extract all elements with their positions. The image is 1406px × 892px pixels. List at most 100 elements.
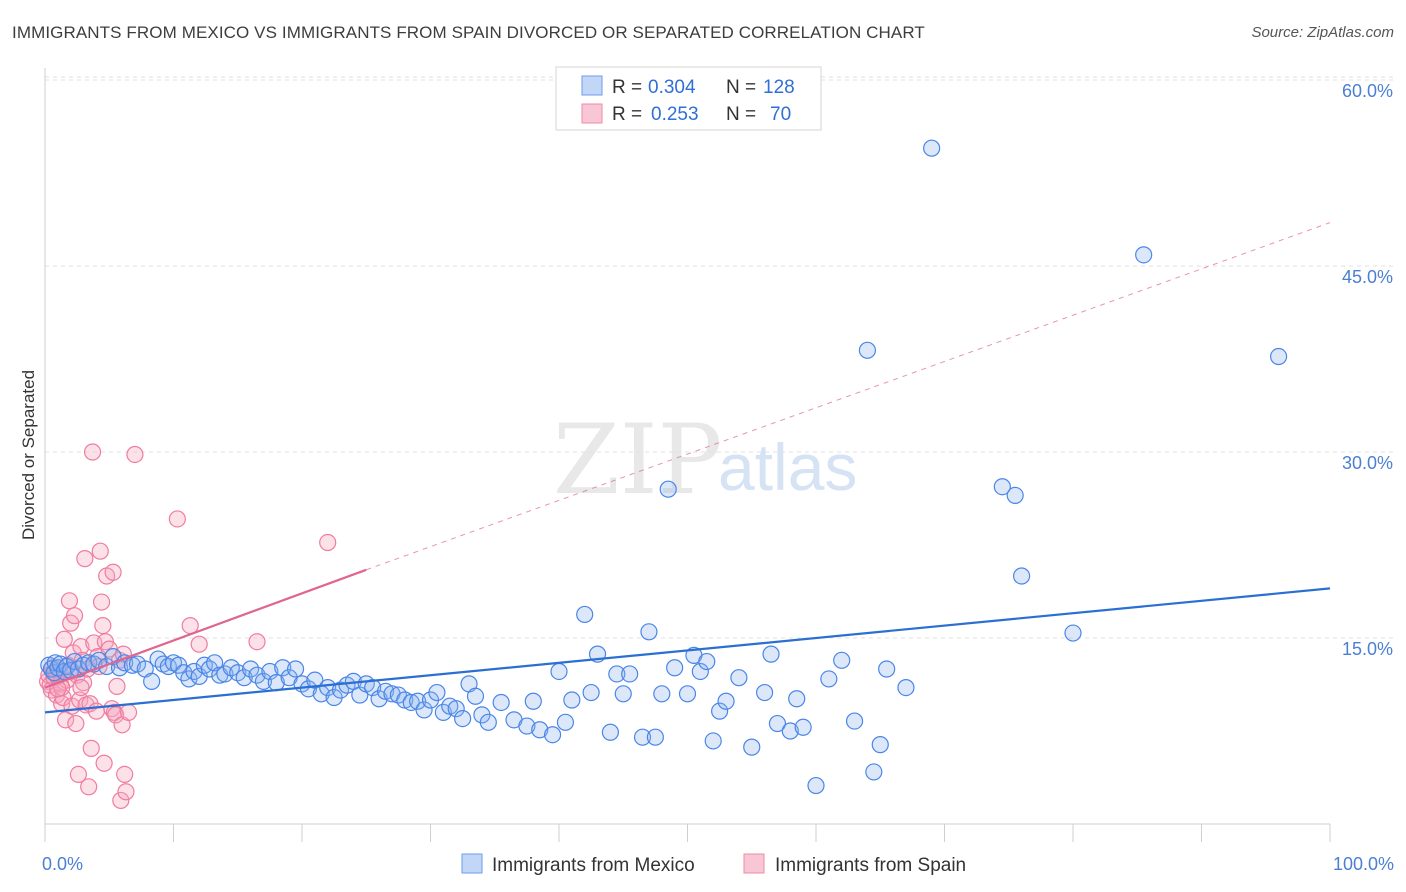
mexico-point-73 xyxy=(454,709,472,728)
mexico-point-110 xyxy=(762,645,780,663)
mexico-point-42 xyxy=(254,672,273,691)
mexico-point-117 xyxy=(833,651,851,669)
spain-point-13 xyxy=(55,630,73,648)
spain-point-37 xyxy=(87,702,106,720)
spain-point-26 xyxy=(72,638,90,656)
mexico-point-113 xyxy=(788,690,806,708)
mexico-point-103 xyxy=(698,652,716,671)
mexico-point-96 xyxy=(646,728,664,746)
watermark-zip: ZIP xyxy=(553,404,722,516)
y-tick-label-60: 60.0% xyxy=(1342,81,1393,101)
mexico-point-45 xyxy=(274,659,292,677)
mexico-point-67 xyxy=(415,701,433,719)
mexico-point-39 xyxy=(235,669,253,687)
trend-lines xyxy=(44,222,1331,714)
legend-n-label-mexico: N = xyxy=(726,77,756,98)
mexico-trend-line xyxy=(44,587,1331,714)
mexico-point-66 xyxy=(409,692,427,710)
spain-point-42 xyxy=(94,616,112,635)
mexico-point-40 xyxy=(242,660,260,678)
spain-point-43 xyxy=(95,754,113,772)
mexico-point-118 xyxy=(845,712,864,730)
mexico-point-47 xyxy=(286,660,305,678)
mexico-point-124 xyxy=(923,139,941,157)
y-tick-label-45: 45.0% xyxy=(1342,267,1393,287)
mexico-point-108 xyxy=(743,738,761,756)
mexico-point-52 xyxy=(319,678,337,697)
spain-point-24 xyxy=(69,765,88,784)
chart-source: Source: ZipAtlas.com xyxy=(1251,24,1394,41)
mexico-point-85 xyxy=(556,713,575,731)
x-tick-label-100: 100.0% xyxy=(1333,854,1394,874)
mexico-point-119 xyxy=(858,341,877,359)
mexico-point-114 xyxy=(794,718,812,736)
spain-point-35 xyxy=(83,443,102,461)
mexico-point-83 xyxy=(543,726,562,744)
mexico-point-70 xyxy=(434,703,452,722)
mexico-point-95 xyxy=(640,623,658,641)
mexico-point-92 xyxy=(614,685,632,703)
tick-labels: 15.0% 30.0% 45.0% 60.0% 0.0% 100.0% xyxy=(42,81,1394,874)
y-tick-label-15: 15.0% xyxy=(1342,639,1393,659)
mexico-point-98 xyxy=(659,480,677,498)
mexico-points xyxy=(40,139,1288,795)
mexico-point-120 xyxy=(865,763,883,781)
mexico-point-102 xyxy=(691,662,709,681)
mexico-point-81 xyxy=(524,692,542,710)
legend-swatch-spain xyxy=(581,103,603,124)
spain-point-32 xyxy=(80,778,98,796)
mexico-point-86 xyxy=(563,691,581,709)
mexico-point-84 xyxy=(550,662,568,681)
spain-point-29 xyxy=(76,550,94,568)
mexico-point-125 xyxy=(993,478,1011,496)
legend-r-label-spain: R = xyxy=(612,104,642,125)
mexico-point-129 xyxy=(1135,246,1153,264)
mexico-point-78 xyxy=(492,693,510,712)
mexico-point-106 xyxy=(717,692,735,710)
mexico-point-87 xyxy=(576,605,594,624)
mexico-point-90 xyxy=(601,723,620,741)
spain-point-40 xyxy=(91,542,109,560)
mexico-point-107 xyxy=(730,669,748,687)
mexico-point-80 xyxy=(518,717,536,735)
spain-point-57 xyxy=(117,783,135,801)
spain-point-60 xyxy=(168,510,186,528)
mexico-point-36 xyxy=(216,665,234,683)
mexico-point-121 xyxy=(871,736,889,754)
spain-point-63 xyxy=(248,633,266,651)
spain-point-62 xyxy=(190,635,208,653)
mexico-point-122 xyxy=(878,660,896,678)
mexico-point-115 xyxy=(807,776,825,795)
spain-point-50 xyxy=(107,706,125,724)
spain-trend-line-dashed xyxy=(366,222,1331,571)
mexico-point-65 xyxy=(402,693,420,712)
bottom-legend-swatch-spain xyxy=(743,853,765,874)
bottom-legend-label-mexico: Immigrants from Mexico xyxy=(492,855,695,876)
mexico-point-72 xyxy=(447,700,465,718)
mexico-point-123 xyxy=(897,678,915,697)
mexico-point-111 xyxy=(768,714,787,733)
mexico-point-127 xyxy=(1012,567,1031,585)
spain-points xyxy=(38,443,337,810)
spain-point-17 xyxy=(60,592,79,610)
axes xyxy=(44,68,1331,842)
legend-n-label-spain: N = xyxy=(726,104,756,125)
mexico-point-130 xyxy=(1269,347,1288,366)
spain-point-21 xyxy=(65,607,84,625)
mexico-point-94 xyxy=(633,728,652,746)
mexico-point-126 xyxy=(1006,486,1024,504)
mexico-point-75 xyxy=(466,687,485,705)
mexico-point-82 xyxy=(531,721,549,739)
x-tick-label-0: 0.0% xyxy=(42,854,83,874)
spain-point-22 xyxy=(67,714,85,733)
mexico-point-93 xyxy=(621,665,639,683)
spain-point-53 xyxy=(112,791,130,810)
mexico-point-112 xyxy=(781,722,799,740)
bottom-legend-swatch-mexico xyxy=(461,853,483,874)
legend-r-mexico: 0.304 xyxy=(648,77,696,98)
mexico-point-22 xyxy=(143,672,161,691)
y-tick-label-30: 30.0% xyxy=(1342,453,1393,473)
spain-point-56 xyxy=(116,765,134,784)
mexico-point-41 xyxy=(248,666,266,684)
legend-r-spain: 0.253 xyxy=(651,104,699,125)
